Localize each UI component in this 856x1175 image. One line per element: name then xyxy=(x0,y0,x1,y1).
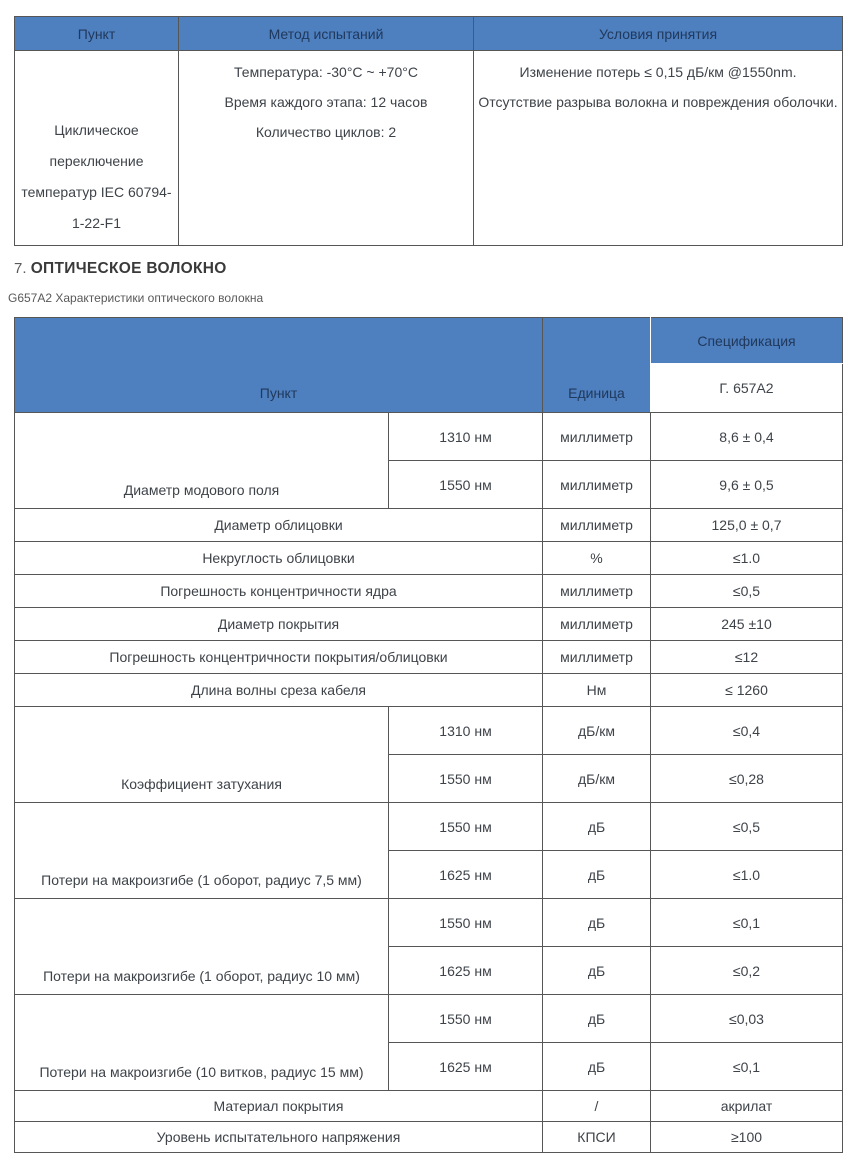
row-value: ≤0,4 xyxy=(650,706,843,755)
row-value: ≤0,2 xyxy=(650,946,843,995)
row-wavelength: 1310 нм xyxy=(388,412,543,461)
table-row: Коэффициент затухания 1310 нм дБ/км ≤0,4 xyxy=(14,706,843,803)
row-label: Погрешность концентричности ядра xyxy=(14,574,543,608)
row-wavelength: 1550 нм xyxy=(388,754,543,803)
table-row: 1550 нм миллиметр 9,6 ± 0,5 xyxy=(15,460,843,509)
row-unit: миллиметр xyxy=(542,508,651,542)
test-table-header-row: Пункт Метод испытаний Условия принятия xyxy=(14,16,843,51)
row-wavelength: 1625 нм xyxy=(388,946,543,995)
fiber-header-row-2: Г. 657А2 xyxy=(15,363,843,413)
table-row: Длина волны среза кабеля Нм ≤ 1260 xyxy=(14,673,843,707)
row-value: 9,6 ± 0,5 xyxy=(650,460,843,509)
row-unit: дБ xyxy=(542,994,651,1043)
row-label: Уровень испытательного напряжения xyxy=(14,1121,543,1153)
section-title: ОПТИЧЕСКОЕ ВОЛОКНО xyxy=(30,260,227,277)
row-label: Диаметр облицовки xyxy=(14,508,543,542)
row-unit: Нм xyxy=(542,673,651,707)
row-unit: миллиметр xyxy=(542,640,651,674)
row-label: Коэффициент затухания xyxy=(14,706,389,803)
temperature-cycling-table: Пункт Метод испытаний Условия принятия Ц… xyxy=(14,16,843,246)
row-unit: дБ xyxy=(542,1042,651,1091)
row-value: ≤12 xyxy=(650,640,843,674)
row-unit: дБ xyxy=(542,802,651,851)
row-unit: дБ/км xyxy=(542,706,651,755)
row-label: Диаметр покрытия xyxy=(14,607,543,641)
row-wavelength: 1550 нм xyxy=(388,802,543,851)
row-value: ≤1.0 xyxy=(650,850,843,899)
section-heading: 7. ОПТИЧЕСКОЕ ВОЛОКНО xyxy=(14,260,842,278)
row-unit: миллиметр xyxy=(542,460,651,509)
row-unit: миллиметр xyxy=(542,412,651,461)
table-row: 1550 нм дБ/км ≤0,28 xyxy=(15,754,843,803)
row-wavelength: 1550 нм xyxy=(388,460,543,509)
table-row: Потери на макроизгибе (10 витков, радиус… xyxy=(14,994,843,1091)
table-row: 1625 нм дБ ≤0,2 xyxy=(15,946,843,995)
table-row: Некруглость облицовки % ≤1.0 xyxy=(14,541,843,575)
table-row: Материал покрытия / акрилат xyxy=(14,1090,843,1122)
row-unit: дБ xyxy=(542,946,651,995)
row-value: 8,6 ± 0,4 xyxy=(650,412,843,461)
row-unit: дБ xyxy=(542,898,651,947)
table-row: 1625 нм дБ ≤1.0 xyxy=(15,850,843,899)
row-unit: % xyxy=(542,541,651,575)
row-value: акрилат xyxy=(650,1090,843,1122)
test-table-body-row: Циклическое переключение температур IEC … xyxy=(14,50,843,246)
table-row: Погрешность концентричности ядра миллиме… xyxy=(14,574,843,608)
test-cell-conditions: Изменение потерь ≤ 0,15 дБ/км @1550nm. О… xyxy=(473,50,843,246)
row-value: ≤0,5 xyxy=(650,802,843,851)
table-row: Погрешность концентричности покрытия/обл… xyxy=(14,640,843,674)
table-row: Диаметр покрытия миллиметр 245 ±10 xyxy=(14,607,843,641)
fiber-header-row-1: Пункт Единица Спецификация xyxy=(14,317,843,413)
test-header-conditions: Условия принятия xyxy=(473,16,843,51)
row-unit: / xyxy=(542,1090,651,1122)
test-cell-item: Циклическое переключение температур IEC … xyxy=(14,50,179,246)
fiber-spec-table: Пункт Единица Спецификация Г. 657А2 Диам… xyxy=(14,317,843,1153)
fiber-header-spec: Спецификация xyxy=(650,317,843,364)
row-value: ≤0,28 xyxy=(650,754,843,803)
table-row: Диаметр облицовки миллиметр 125,0 ± 0,7 xyxy=(14,508,843,542)
row-value: ≤0,1 xyxy=(650,898,843,947)
row-unit: дБ/км xyxy=(542,754,651,803)
row-wavelength: 1310 нм xyxy=(388,706,543,755)
fiber-table-caption: G657A2 Характеристики оптического волокн… xyxy=(8,291,264,305)
fiber-header-spec-grade: Г. 657А2 xyxy=(650,363,843,413)
row-label: Погрешность концентричности покрытия/обл… xyxy=(14,640,543,674)
table-row: Потери на макроизгибе (1 оборот, радиус … xyxy=(14,898,843,995)
test-header-method: Метод испытаний xyxy=(178,16,474,51)
row-value: ≤ 1260 xyxy=(650,673,843,707)
row-label: Длина волны среза кабеля xyxy=(14,673,543,707)
row-value: ≤0,03 xyxy=(650,994,843,1043)
row-value: ≥100 xyxy=(650,1121,843,1153)
row-unit: дБ xyxy=(542,850,651,899)
row-unit: КПСИ xyxy=(542,1121,651,1153)
table-row: Уровень испытательного напряжения КПСИ ≥… xyxy=(14,1121,843,1153)
test-header-item: Пункт xyxy=(14,16,179,51)
row-label: Некруглость облицовки xyxy=(14,541,543,575)
row-wavelength: 1550 нм xyxy=(388,898,543,947)
fiber-header-unit: Единица xyxy=(542,317,651,413)
row-value: ≤0,1 xyxy=(650,1042,843,1091)
row-value: 245 ±10 xyxy=(650,607,843,641)
row-label: Потери на макроизгибе (10 витков, радиус… xyxy=(14,994,389,1091)
fiber-header-item: Пункт xyxy=(14,317,543,413)
row-wavelength: 1625 нм xyxy=(388,1042,543,1091)
row-unit: миллиметр xyxy=(542,574,651,608)
row-wavelength: 1550 нм xyxy=(388,994,543,1043)
table-row: Потери на макроизгибе (1 оборот, радиус … xyxy=(14,802,843,899)
row-wavelength: 1625 нм xyxy=(388,850,543,899)
row-value: ≤1.0 xyxy=(650,541,843,575)
table-row: 1625 нм дБ ≤0,1 xyxy=(15,1042,843,1091)
test-cell-method: Температура: -30°C ~ +70°C Время каждого… xyxy=(178,50,474,246)
section-number: 7. xyxy=(14,260,27,277)
row-value: ≤0,5 xyxy=(650,574,843,608)
row-unit: миллиметр xyxy=(542,607,651,641)
table-row: Диаметр модового поля 1310 нм миллиметр … xyxy=(14,412,843,509)
row-label: Диаметр модового поля xyxy=(14,412,389,509)
row-value: 125,0 ± 0,7 xyxy=(650,508,843,542)
row-label: Потери на макроизгибе (1 оборот, радиус … xyxy=(14,802,389,899)
row-label: Материал покрытия xyxy=(14,1090,543,1122)
row-label: Потери на макроизгибе (1 оборот, радиус … xyxy=(14,898,389,995)
